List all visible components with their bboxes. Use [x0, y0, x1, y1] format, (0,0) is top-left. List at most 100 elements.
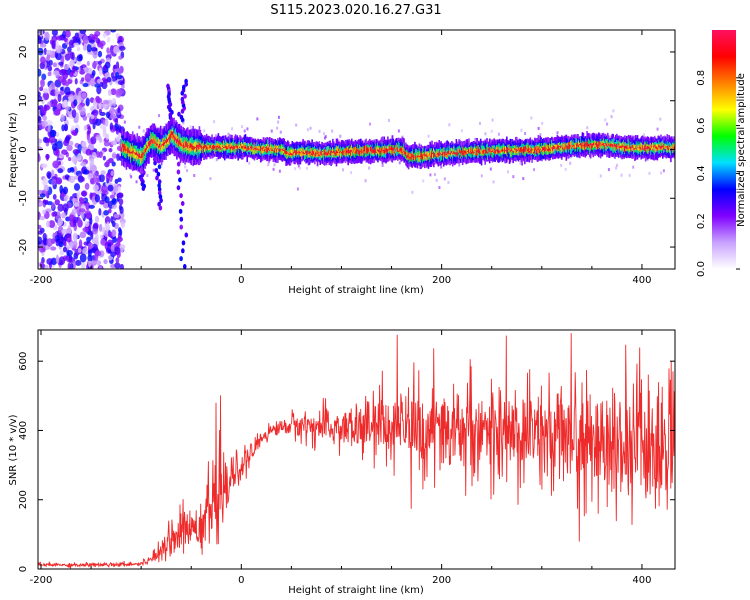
spectrogram-band: [331, 153, 333, 156]
spectrogram-band: [288, 152, 291, 155]
spectrogram-band: [494, 148, 496, 151]
spectrogram-band: [665, 144, 668, 150]
spectrogram-cell: [68, 39, 76, 49]
spectrogram-cell: [100, 170, 106, 176]
spectrogram-cell: [110, 170, 115, 177]
spectrogram-band: [364, 148, 367, 158]
spectrogram-band: [515, 149, 518, 153]
spectrogram-band: [165, 140, 167, 143]
spectrogram-band: [572, 145, 575, 147]
spectrogram-band: [536, 145, 539, 154]
spectrogram-band: [335, 149, 338, 156]
spectrogram-band: [311, 153, 313, 156]
spectrogram-cell: [119, 263, 125, 269]
spectrogram-band: [151, 140, 154, 145]
spectrogram-band: [161, 143, 164, 146]
spectrogram-band: [639, 146, 642, 153]
spectrogram-band: [612, 143, 615, 148]
spectrogram-band: [382, 150, 385, 152]
spectrogram-cell: [53, 110, 61, 116]
spectrogram-band: [488, 147, 491, 152]
spectrogram-band: [483, 149, 486, 156]
spectrogram-cell: [82, 247, 88, 256]
spectrogram-band: [416, 156, 419, 158]
spectrogram-band: [550, 146, 552, 152]
spectrogram-band: [181, 142, 184, 147]
spectrogram-band: [499, 151, 502, 153]
spectrogram-band: [541, 147, 543, 151]
spectrogram-band: [415, 153, 418, 159]
spectrogram-band: [479, 152, 482, 154]
spectrogram-cell: [599, 174, 602, 178]
spectrogram-cell: [246, 127, 249, 131]
spectrogram-cell: [57, 168, 64, 174]
spectrogram-band: [318, 151, 321, 156]
spectrogram-cell: [338, 139, 341, 143]
spectrogram-cell: [607, 168, 610, 172]
spectrogram-band: [527, 149, 530, 151]
spectrogram-cell: [81, 141, 87, 148]
spectrogram-band: [481, 151, 484, 153]
spectrogram-cell: [440, 165, 443, 169]
spectrogram-band: [280, 148, 283, 154]
spectrogram-band: [327, 146, 330, 157]
colorbar: 0.0 0.2 0.4 0.6 0.8 Normalized spectral ampl…: [696, 30, 747, 277]
spectrogram-band: [274, 148, 276, 153]
spectrogram-band: [329, 153, 331, 155]
spectrogram-band: [475, 147, 477, 157]
snr-y-tick-label: 600: [18, 352, 29, 371]
spectrogram-band: [561, 143, 563, 152]
spectrogram-band: [262, 145, 265, 154]
spectrogram-band: [168, 135, 171, 143]
spectrogram-band: [259, 146, 261, 151]
spectrogram-band: [316, 152, 319, 157]
spectrogram-band: [346, 147, 349, 154]
spectrogram-band: [388, 146, 391, 151]
spectrogram-cell: [433, 173, 436, 177]
spectrogram-band: [230, 147, 232, 150]
spectrogram-cell: [40, 43, 47, 48]
spectrogram-band: [218, 144, 221, 152]
spectrogram-band: [553, 146, 556, 150]
spectrogram-cell: [96, 260, 102, 266]
spectrogram-cell: [56, 103, 61, 110]
spectrogram-cell: [108, 208, 112, 214]
spectrogram-band: [290, 152, 293, 156]
spectrogram-cell: [87, 254, 93, 262]
spectrogram-band: [248, 146, 250, 151]
spectrogram-band: [297, 151, 300, 153]
spectrogram-band: [125, 144, 128, 154]
spectrogram-band: [420, 154, 423, 156]
spectrogram-band: [646, 146, 649, 150]
spectrogram-cell: [331, 129, 334, 133]
spectrogram-band: [201, 146, 203, 150]
spectrogram-band: [552, 147, 554, 151]
spectrogram-band: [563, 147, 566, 151]
spectrogram-cell: [55, 40, 59, 50]
spectrogram-band: [330, 150, 332, 157]
spectrogram-cell: [298, 166, 301, 170]
spectrogram-cell: [72, 148, 80, 155]
spectrogram-band: [295, 150, 297, 156]
spectrogram-band: [195, 141, 197, 152]
spectrogram-band: [490, 151, 493, 153]
spectrogram-band: [524, 145, 527, 152]
spectrogram-band: [547, 149, 550, 151]
spectrogram-cell: [159, 198, 163, 204]
spectrogram-cell: [105, 111, 110, 119]
spectrogram-cell: [135, 180, 138, 184]
spectrogram-cell: [90, 47, 98, 52]
spectrogram-band: [276, 149, 278, 152]
spectrogram-cell: [45, 153, 49, 161]
spectrogram-band: [132, 148, 135, 158]
spectrogram-cell: [277, 115, 280, 119]
spectrogram-band: [649, 147, 651, 151]
spectrogram-band: [603, 138, 605, 147]
spectrogram-band: [414, 156, 416, 158]
spectrogram-band: [469, 150, 472, 152]
spectrogram-band: [191, 144, 194, 150]
spectrogram-cell: [50, 246, 57, 251]
spectrogram-band: [459, 149, 461, 154]
spectrogram-band: [517, 148, 520, 156]
